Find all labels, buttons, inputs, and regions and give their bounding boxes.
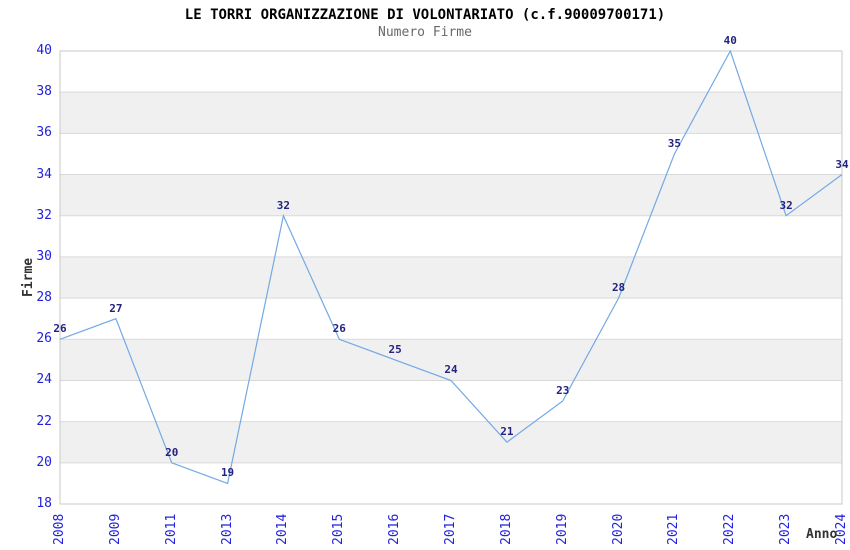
y-tick-label: 24 [36, 372, 52, 388]
y-tick-label: 30 [36, 248, 52, 264]
x-tick-label: 2009 [107, 513, 123, 545]
plot-band [60, 174, 842, 216]
data-point-label: 40 [723, 34, 737, 47]
x-tick-label: 2022 [722, 513, 738, 545]
data-point-label: 34 [835, 157, 849, 171]
y-tick-label: 22 [36, 413, 52, 429]
x-tick-label: 2020 [610, 513, 626, 545]
data-point-label: 26 [332, 322, 346, 336]
y-axis-title: Firme [21, 257, 36, 297]
y-tick-label: 20 [36, 454, 52, 470]
x-axis-title: Anno [806, 527, 838, 542]
chart-subtitle: Numero Firme [378, 25, 472, 40]
data-point-label: 23 [556, 384, 570, 398]
plot-band [60, 339, 842, 381]
x-tick-label: 2021 [666, 513, 682, 545]
x-tick-label: 2019 [554, 513, 570, 545]
y-tick-label: 40 [36, 43, 52, 58]
x-tick-label: 2015 [331, 513, 347, 545]
x-tick-label: 2008 [52, 513, 67, 545]
data-point-label: 26 [53, 322, 67, 336]
y-tick-label: 34 [36, 166, 52, 182]
x-tick-label: 2017 [443, 513, 458, 545]
x-tick-label: 2016 [387, 513, 403, 545]
plot-border [59, 50, 843, 505]
y-tick-label: 28 [36, 290, 52, 306]
x-tick-label: 2011 [163, 513, 179, 545]
y-tick-label: 36 [36, 125, 52, 141]
data-point-label: 35 [667, 136, 682, 150]
x-tick-label: 2014 [275, 513, 291, 545]
data-point-label: 32 [276, 198, 291, 212]
y-tick-label: 38 [36, 84, 52, 100]
y-tick-label: 26 [36, 331, 52, 347]
y-tick-label: 32 [36, 207, 52, 223]
plot-band [60, 256, 842, 299]
data-point-label: 27 [109, 301, 123, 315]
plot-band [60, 92, 842, 134]
x-tick-label: 2023 [778, 513, 794, 545]
data-point-label: 20 [165, 445, 179, 459]
data-point-label: 32 [779, 198, 793, 212]
data-point-label: 24 [444, 363, 458, 377]
data-point-label: 25 [388, 342, 402, 356]
data-point-label: 19 [220, 466, 235, 480]
data-point-label: 21 [500, 425, 514, 439]
data-line [59, 49, 843, 485]
y-tick-label: 18 [36, 496, 52, 511]
x-tick-label: 2018 [498, 513, 514, 545]
chart-title: LE TORRI ORGANIZZAZIONE DI VOLONTARIATO … [184, 7, 666, 23]
plot-band [60, 421, 842, 463]
data-point-label: 28 [611, 281, 626, 295]
x-tick-label: 2013 [219, 513, 235, 545]
